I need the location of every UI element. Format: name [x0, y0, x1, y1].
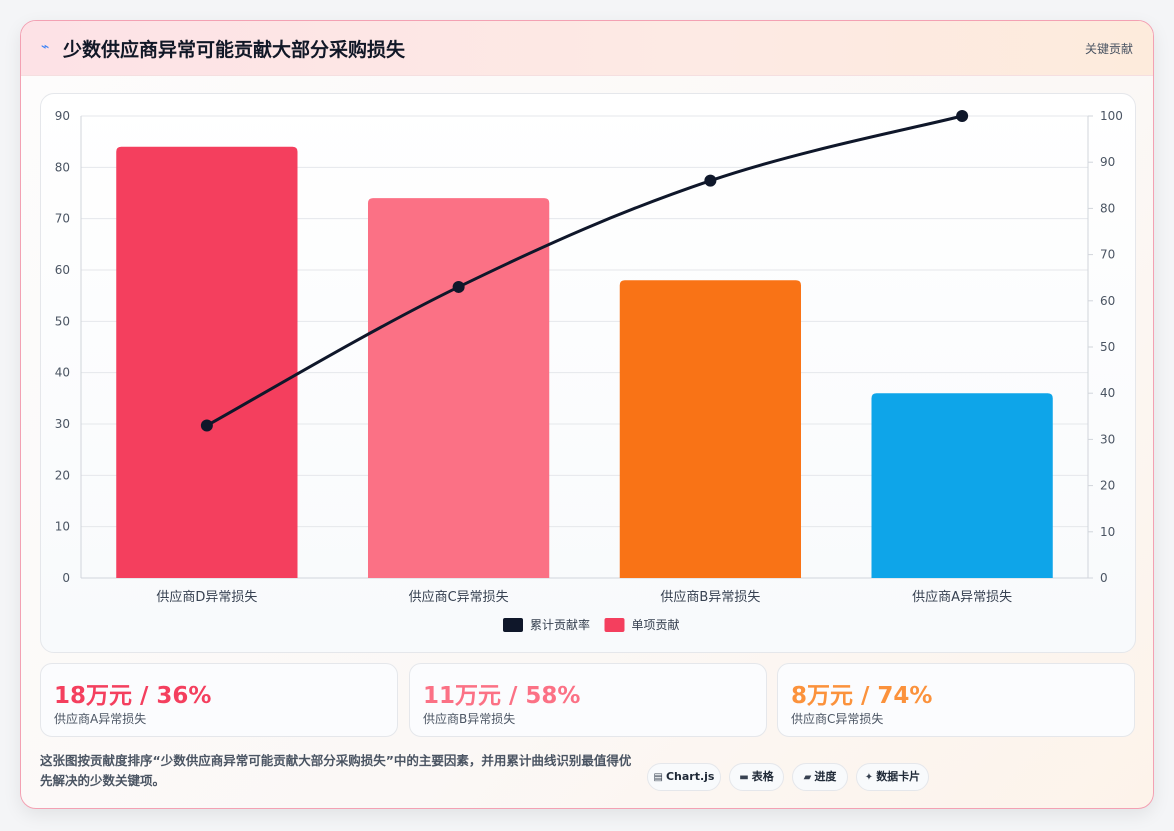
- stat-label: 供应商A异常损失: [54, 712, 147, 726]
- x-tick-label: 供应商D异常损失: [156, 589, 257, 605]
- y-right-tick-label: 60: [1100, 294, 1115, 308]
- bar: [871, 393, 1053, 578]
- stat-card: 11万元 / 58% 供应商B异常损失: [409, 663, 767, 737]
- stat-label: 供应商C异常损失: [791, 712, 884, 726]
- chart-icon: ▤: [653, 772, 663, 783]
- y-left-tick-label: 90: [55, 109, 70, 123]
- header-tag: 关键贡献: [1084, 42, 1133, 56]
- chip-progress[interactable]: ▰ 进度: [792, 763, 848, 791]
- line-point: [704, 174, 717, 187]
- card-header: ⌁ 少数供应商异常可能贡献大部分采购损失 关键贡献: [21, 21, 1153, 76]
- y-left-tick-label: 0: [62, 571, 70, 585]
- y-right-tick-label: 80: [1100, 201, 1115, 215]
- y-right-tick-label: 10: [1100, 525, 1115, 539]
- line-point: [200, 419, 213, 432]
- card-title: 少数供应商异常可能贡献大部分采购损失: [63, 39, 406, 61]
- y-right-tick-label: 40: [1100, 386, 1115, 400]
- y-right-tick-label: 30: [1100, 432, 1115, 446]
- chip-data-card[interactable]: ✦ 数据卡片: [856, 763, 929, 791]
- y-right-tick-label: 70: [1100, 248, 1115, 262]
- stat-value: 18万元 / 36%: [54, 683, 212, 709]
- bar: [367, 198, 550, 578]
- stat-value: 8万元 / 74%: [791, 683, 933, 709]
- y-left-tick-label: 40: [55, 366, 70, 380]
- legend-swatch: [503, 618, 523, 632]
- progress-icon: ▰: [803, 772, 812, 783]
- chip-chartjs[interactable]: ▤ Chart.js: [647, 763, 721, 791]
- stat-card: 8万元 / 74% 供应商C异常损失: [777, 663, 1135, 737]
- chip-table[interactable]: ▬ 表格: [729, 763, 784, 791]
- stat-cards: 18万元 / 36% 供应商A异常损失 11万元 / 58% 供应商B异常损失 …: [40, 663, 1136, 737]
- bar: [619, 280, 802, 578]
- y-left-tick-label: 20: [55, 468, 70, 482]
- y-right-tick-label: 100: [1100, 109, 1123, 123]
- x-tick-label: 供应商C异常损失: [409, 589, 509, 605]
- chart-panel: 0 10 20 30 40 50 60 70 80 90 0 10 20 30 40 50 60 70 80 90 10…: [40, 93, 1136, 653]
- y-right-tick-label: 50: [1100, 340, 1115, 354]
- x-tick-label: 供应商A异常损失: [912, 589, 1012, 605]
- line-point: [452, 280, 465, 293]
- y-right-tick-label: 0: [1100, 571, 1108, 585]
- y-left-tick-label: 60: [55, 263, 70, 277]
- cumulative-line: [206, 114, 963, 427]
- bar: [116, 146, 298, 579]
- x-tick-label: 供应商B异常损失: [660, 589, 760, 605]
- legend-swatch: [604, 618, 625, 632]
- bolt-icon: ⌁: [41, 39, 50, 55]
- y-right-tick-label: 90: [1100, 155, 1115, 169]
- chart-card: ⌁ 少数供应商异常可能贡献大部分采购损失 关键贡献 0 10 20 30 40 50 60 7…: [20, 20, 1154, 809]
- stat-value: 11万元 / 58%: [423, 683, 581, 709]
- legend-label: 单项贡献: [632, 617, 680, 632]
- y-left-tick-label: 70: [55, 212, 70, 226]
- sparkle-icon: ✦: [864, 772, 874, 783]
- y-left-tick-label: 50: [55, 314, 70, 328]
- y-right-tick-label: 20: [1100, 479, 1115, 493]
- line-point: [956, 110, 969, 122]
- stat-label: 供应商B异常损失: [423, 712, 516, 726]
- y-left-tick-label: 30: [55, 417, 70, 431]
- chart-description: 这张图按贡献度排序“少数供应商异常可能贡献大部分采购损失”中的主要因素，并用累计…: [40, 753, 632, 788]
- pareto-chart: 0 10 20 30 40 50 60 70 80 90 0 10 20 30 40 50 60 70 80 90 10…: [55, 109, 1123, 632]
- y-left-tick-label: 80: [55, 160, 70, 174]
- legend-label: 累计贡献率: [530, 617, 590, 632]
- stat-card: 18万元 / 36% 供应商A异常损失: [40, 663, 398, 737]
- table-icon: ▬: [739, 772, 749, 783]
- y-left-tick-label: 10: [55, 520, 70, 534]
